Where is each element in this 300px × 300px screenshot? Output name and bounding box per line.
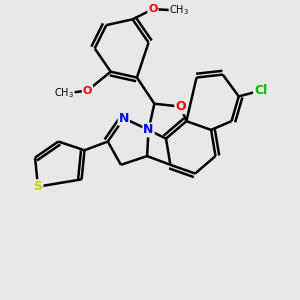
Text: O: O [148, 4, 158, 14]
Text: Cl: Cl [254, 84, 267, 97]
Text: CH$_3$: CH$_3$ [169, 4, 189, 17]
Text: O: O [83, 85, 92, 96]
Text: S: S [34, 180, 43, 193]
Text: O: O [175, 100, 186, 113]
Text: N: N [118, 112, 129, 125]
Text: N: N [143, 123, 154, 136]
Text: CH$_3$: CH$_3$ [54, 87, 74, 100]
